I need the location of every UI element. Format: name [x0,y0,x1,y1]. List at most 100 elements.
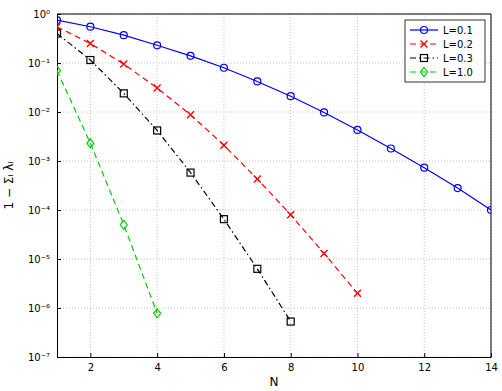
grid-line-y [57,259,491,260]
marker-group [254,175,261,182]
tick-label: 10⁻⁶ [28,303,50,314]
tick: 10⁻¹ [28,58,61,69]
marker-group [220,64,227,71]
marker [220,142,227,149]
marker [287,211,294,218]
marker-group [354,290,361,297]
legend-label: L=1.0 [443,67,473,78]
tick-label: 4 [154,362,160,373]
marker-group [354,126,361,133]
tick: 2 [88,353,94,373]
marker [187,169,194,176]
legend-line [410,29,438,30]
legend-marker-group [421,27,428,34]
marker [354,126,361,133]
legend: L=0.1 L=0.2 L=0.3 L=1.0 [405,20,485,82]
marker-group [287,211,294,218]
legend-item: L=0.2 [410,39,473,50]
legend-label: L=0.3 [443,53,473,64]
x-axis: 2468101214 [58,353,498,373]
tick: 10⁻⁶ [28,303,61,314]
tick-mark [424,353,425,357]
marker-group [57,30,61,37]
data-layer [57,17,491,325]
legend-item: L=0.3 [410,53,473,64]
legend-item: L=0.1 [410,25,473,36]
marker-group [387,145,394,152]
tick: 10⁻² [28,107,61,118]
marker-group [220,216,227,223]
marker [120,61,127,68]
tick-label: 10⁻¹ [28,58,50,69]
marker [321,250,328,257]
series-line [57,71,157,314]
tick-label: 10⁰ [33,9,50,20]
marker-group [154,42,161,49]
grid-line-y [57,112,491,113]
tick: 10⁰ [33,9,61,20]
grid-line-x [223,14,224,357]
marker-group [120,220,127,229]
marker [287,318,294,325]
tick: 10 [352,353,365,373]
marker-group [287,93,294,100]
marker-group [120,61,127,68]
grid-line-x [290,14,291,357]
marker-group [321,109,328,116]
marker [187,111,194,118]
marker [120,90,127,97]
tick: 10⁻⁵ [28,254,61,265]
marker-group [57,17,61,24]
grid-line-x [157,14,158,357]
legend-marker-group [421,55,428,62]
grid-line-y [57,357,491,358]
marker-group [321,250,328,257]
tick-mark [57,357,61,358]
marker [57,17,61,24]
tick-mark [57,210,61,211]
legend-label: L=0.2 [443,39,473,50]
chart: 246810121410⁻⁷10⁻⁶10⁻⁵10⁻⁴10⁻³10⁻²10⁻¹10… [0,0,502,391]
grid-line-y [57,14,491,15]
tick-mark [157,353,158,357]
grid [57,14,491,357]
marker [57,23,61,30]
tick-mark [57,63,61,64]
legend-marker-group [421,68,428,77]
y-axis: 10⁻⁷10⁻⁶10⁻⁵10⁻⁴10⁻³10⁻²10⁻¹10⁰ [28,9,61,363]
legend-marker [421,68,428,77]
marker-group [454,185,461,192]
marker-group [154,309,161,318]
tick-mark [57,161,61,162]
tick-label: 12 [418,362,431,373]
legend-marker [421,55,428,62]
tick-label: 10⁻³ [28,156,50,167]
series-line [57,33,291,321]
plot: 246810121410⁻⁷10⁻⁶10⁻⁵10⁻⁴10⁻³10⁻²10⁻¹10… [28,9,498,373]
marker [321,109,328,116]
y-axis-title: 1 − Σᵢ λᵢ [2,161,16,209]
marker-group [287,318,294,325]
marker [87,23,94,30]
marker [120,220,127,229]
legend-marker [421,27,428,34]
legend-box [405,20,485,82]
grid-line-x [90,14,91,357]
marker [254,265,261,272]
marker [220,64,227,71]
legend-line [410,57,438,58]
grid-line-x [357,14,358,357]
grid-line-y [57,210,491,211]
marker [287,93,294,100]
tick: 6 [221,353,227,373]
legend-line [410,71,438,72]
tick-mark [224,353,225,357]
marker-group [187,169,194,176]
marker-group [254,265,261,272]
plot-background [57,14,491,357]
marker [154,42,161,49]
axis-line [58,357,492,358]
marker [254,78,261,85]
marker [454,185,461,192]
tick: 8 [288,353,294,373]
